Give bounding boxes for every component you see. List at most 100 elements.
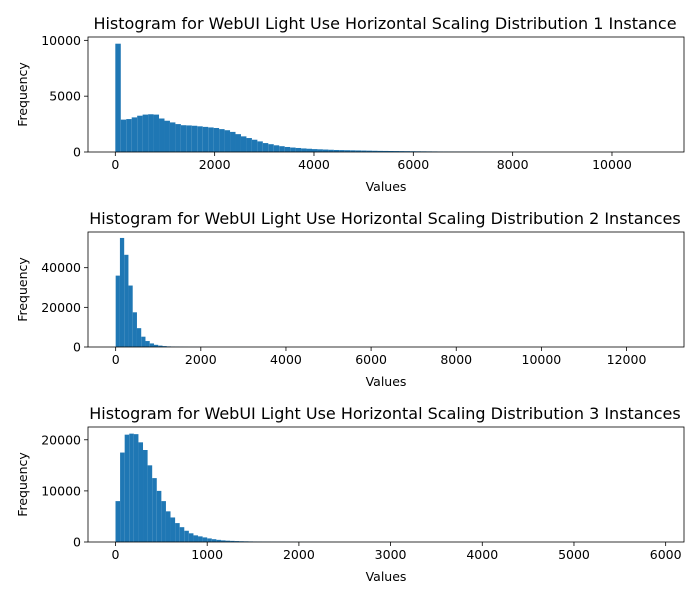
histogram-bar	[179, 527, 185, 542]
y-tick-label: 0	[73, 535, 81, 550]
chart-panel-1: 0 2000 4000 6000 8000 10000 0 5000 10000 Histogra…	[15, 14, 685, 194]
histogram-bars	[115, 43, 662, 152]
histogram-bar	[120, 119, 127, 152]
histogram-bar	[165, 511, 171, 542]
histogram-bar	[333, 149, 340, 152]
x-tick-label: 6000	[650, 547, 682, 562]
histogram-bar	[126, 119, 132, 152]
histogram-bar	[129, 433, 134, 542]
x-tick-label: 5000	[558, 547, 590, 562]
y-tick-label: 10000	[41, 33, 81, 48]
chart-title: Histogram for WebUI Light Use Horizontal…	[93, 14, 676, 33]
histogram-bar	[268, 144, 274, 152]
x-tick-label: 4000	[466, 547, 498, 562]
histogram-bar	[124, 434, 130, 542]
chart-panel-2: 0 2000 4000 6000 8000 10000 12000 0 20000 40000 Hi…	[15, 209, 685, 389]
histogram-bar	[152, 478, 157, 542]
histogram-bar	[220, 540, 226, 542]
histogram-bar	[186, 125, 192, 152]
x-tick-label: 8000	[497, 157, 529, 172]
histogram-bar	[339, 150, 345, 152]
x-tick-label: 4000	[298, 157, 330, 172]
histogram-bar	[306, 148, 312, 152]
y-tick-label: 20000	[41, 300, 81, 315]
histogram-bar	[180, 125, 187, 152]
x-tick-label: 0	[112, 352, 120, 367]
x-tick-label: 3000	[375, 547, 407, 562]
histogram-bar	[216, 539, 221, 542]
histogram-bar	[388, 150, 394, 152]
histogram-bar	[128, 285, 133, 347]
histogram-bar	[202, 537, 208, 542]
x-tick-label: 2000	[185, 352, 217, 367]
histogram-bar	[170, 517, 176, 542]
histogram-bar	[246, 138, 252, 152]
histogram-bar	[143, 450, 148, 542]
histogram-bar	[295, 147, 302, 152]
histogram-bar	[317, 149, 323, 152]
y-tick-label: 0	[73, 340, 81, 355]
histogram-bar	[132, 312, 137, 347]
histogram-bar	[234, 541, 240, 542]
histogram-bar	[124, 254, 129, 347]
histogram-bar	[120, 452, 125, 542]
x-tick-label: 2000	[283, 547, 315, 562]
histogram-bar	[230, 131, 236, 152]
histogram-bar	[262, 143, 269, 152]
histogram-bar	[131, 117, 138, 152]
histogram-bar	[193, 535, 199, 542]
y-tick-label: 0	[73, 145, 81, 160]
histogram-bar	[207, 538, 212, 542]
histogram-bar	[235, 134, 241, 152]
chart-title: Histogram for WebUI Light Use Horizontal…	[89, 209, 680, 228]
histogram-bar	[161, 501, 166, 542]
histogram-bar	[240, 136, 247, 152]
histogram-bar	[148, 114, 154, 152]
axes-frame	[87, 36, 685, 153]
histogram-bar	[279, 146, 285, 152]
histogram-bar	[383, 150, 389, 152]
axes-frame	[87, 426, 685, 543]
histogram-bar	[361, 150, 367, 152]
histogram-bar	[284, 146, 291, 152]
axes-frame	[87, 231, 685, 348]
histogram-bar	[191, 125, 198, 152]
histogram-bar	[301, 148, 307, 152]
histogram-bar	[350, 150, 356, 152]
histogram-bar	[169, 122, 176, 152]
histogram-bar	[175, 523, 180, 542]
x-tick-label: 10000	[592, 157, 632, 172]
x-tick-label: 6000	[397, 157, 429, 172]
histogram-bar	[137, 115, 143, 152]
y-tick-label: 5000	[49, 89, 81, 104]
histogram-bar	[211, 539, 217, 542]
x-axis-label: Values	[366, 179, 407, 194]
histogram-bar	[372, 150, 378, 152]
histogram-bar	[198, 536, 203, 542]
x-tick-label: 12000	[607, 352, 647, 367]
histogram-bar	[133, 434, 139, 542]
histogram-bar	[149, 343, 154, 347]
chart-title: Histogram for WebUI Light Use Horizontal…	[89, 404, 680, 423]
y-axis-label: Frequency	[15, 62, 30, 127]
x-tick-label: 4000	[270, 352, 302, 367]
histogram-bar	[393, 151, 400, 152]
y-tick-label: 40000	[41, 260, 81, 275]
histogram-bar	[153, 114, 160, 152]
histogram-bar	[219, 129, 225, 152]
histogram-bar	[136, 328, 142, 347]
histogram-bar	[164, 120, 170, 152]
histogram-bar	[156, 490, 162, 542]
histogram-bar	[399, 151, 405, 152]
y-axis-label: Frequency	[15, 452, 30, 517]
x-tick-label: 0	[112, 547, 120, 562]
x-tick-label: 10000	[522, 352, 562, 367]
histogram-bar	[115, 43, 121, 152]
histogram-bar	[273, 145, 280, 152]
histogram-bar	[197, 126, 203, 152]
histogram-bar	[377, 150, 384, 152]
histogram-bar	[184, 530, 189, 542]
y-tick-label: 10000	[41, 483, 81, 498]
histogram-bar	[145, 341, 150, 347]
